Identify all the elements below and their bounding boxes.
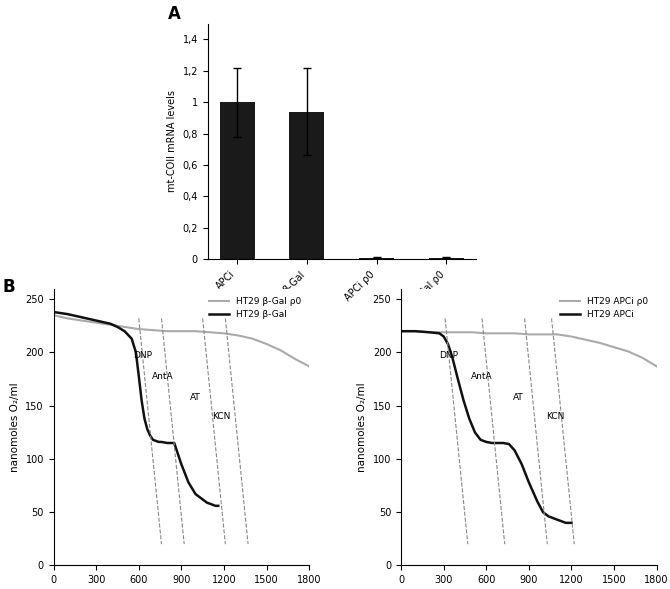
Bar bbox=[289, 111, 324, 259]
Legend: HT29 APCi ρ0, HT29 APCi: HT29 APCi ρ0, HT29 APCi bbox=[557, 293, 652, 323]
Bar bbox=[429, 257, 464, 259]
Y-axis label: nanomoles O₂/ml: nanomoles O₂/ml bbox=[9, 382, 19, 472]
Text: AT: AT bbox=[513, 393, 524, 402]
Text: KCN: KCN bbox=[546, 412, 564, 421]
Y-axis label: mt-COII mRNA levels: mt-COII mRNA levels bbox=[167, 90, 177, 193]
Text: DNP: DNP bbox=[133, 351, 152, 360]
Text: KCN: KCN bbox=[212, 412, 231, 421]
Text: DNP: DNP bbox=[439, 351, 458, 360]
Text: B: B bbox=[3, 277, 15, 296]
Text: A: A bbox=[168, 5, 180, 23]
Text: AT: AT bbox=[190, 393, 200, 402]
Text: AntA: AntA bbox=[151, 372, 173, 381]
Y-axis label: nanomoles O₂/ml: nanomoles O₂/ml bbox=[357, 382, 367, 472]
Bar bbox=[359, 257, 394, 259]
Text: AntA: AntA bbox=[470, 372, 492, 381]
Legend: HT29 β-Gal ρ0, HT29 β-Gal: HT29 β-Gal ρ0, HT29 β-Gal bbox=[205, 293, 305, 323]
Bar bbox=[220, 102, 255, 259]
